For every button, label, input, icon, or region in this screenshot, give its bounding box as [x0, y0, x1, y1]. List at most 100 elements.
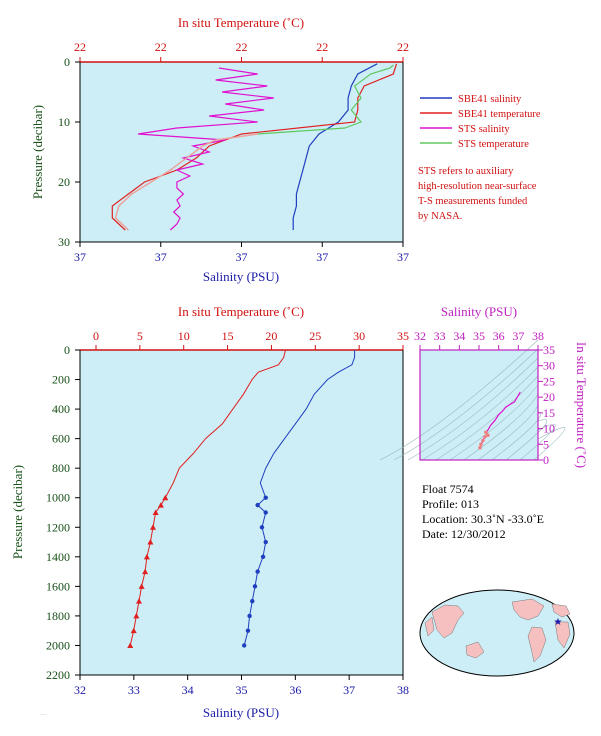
bottom-salinity-tick-label: 34: [182, 683, 194, 697]
ts-temperature-tick-label: 35: [543, 343, 555, 357]
ts-salinity-title: Salinity (PSU): [441, 304, 517, 319]
salinity-marker: [263, 510, 268, 515]
salinity-marker: [245, 628, 251, 633]
salinity-marker: [241, 643, 247, 648]
legend-label: SBE41 temperature: [458, 109, 541, 120]
top-salinity-tick-label: 37: [236, 250, 248, 264]
bottom-pressure-tick-label: 400: [52, 402, 70, 416]
temperature-marker: [162, 494, 169, 501]
salinity-marker: [247, 613, 252, 619]
bottom-pressure-tick-label: 2200: [46, 668, 70, 682]
temperature-marker: [135, 598, 142, 604]
legend-label: STS salinity: [458, 124, 510, 135]
temperature-marker: [152, 509, 159, 515]
bottom-pressure-title: Pressure (decibar): [10, 465, 25, 559]
location: Location: 30.3˚N -33.0˚E: [422, 512, 544, 526]
ts-salinity-tick-label: 36: [493, 329, 505, 343]
ts-temperature-tick-label: 0: [543, 453, 549, 467]
top-temperature-tick-label: 22: [316, 40, 328, 54]
top-salinity-tick-label: 37: [155, 250, 167, 264]
top-temperature-tick-label: 22: [155, 40, 167, 54]
ts-point: [483, 434, 487, 439]
bottom-pressure-tick-label: 1200: [46, 520, 70, 534]
ts-temperature-tick-label: 25: [543, 374, 555, 388]
isopycnal-line: [519, 423, 556, 461]
bottom-temperature-tick-label: 20: [265, 329, 277, 343]
ts-temperature-tick-label: 30: [543, 359, 555, 373]
top-pressure-tick-label: 10: [58, 115, 70, 129]
world-map: ★: [419, 589, 575, 677]
isopycnal-line: [393, 348, 539, 461]
ts-plot-area: [420, 350, 538, 460]
bottom-temperature-tick-label: 35: [397, 329, 409, 343]
salinity-marker: [260, 554, 266, 560]
isopycnal-line: [449, 384, 539, 461]
salinity-marker: [250, 598, 255, 604]
ts-salinity-tick-label: 33: [434, 329, 446, 343]
bottom-pressure-tick-label: 200: [52, 373, 70, 387]
bottom-pressure-tick-label: 2000: [46, 638, 70, 652]
float-info: Float 7574 Profile: 013 Location: 30.3˚N…: [422, 482, 544, 541]
temperature-marker: [127, 642, 134, 648]
map-land-australia: [465, 641, 485, 659]
ts-point: [479, 442, 483, 447]
top-temperature-title: In situ Temperature (˚C): [178, 15, 304, 30]
top-pressure-tick-label: 0: [64, 55, 70, 69]
bottom-pressure-tick-label: 1400: [46, 550, 70, 564]
salinity-marker: [252, 584, 258, 589]
map-land-west-edge: [424, 616, 435, 637]
near-surface-profile-chart: 22 22 22 22 22 37 37 37 37 37 0 10 20 30 In situ Te…: [30, 15, 409, 284]
bottom-pressure-tick-label: 1800: [46, 609, 70, 623]
bottom-salinity-line: [243, 350, 356, 646]
bottom-temperature-tick-label: 30: [353, 329, 365, 343]
bottom-salinity-tick-label: 35: [236, 683, 248, 697]
top-sbe41-temperature-line: [111, 63, 398, 231]
ts-temperature-title: In situ Temperature (˚C): [574, 342, 589, 468]
ts-point: [478, 445, 482, 450]
map-land-asia: [431, 604, 465, 639]
salinity-marker: [259, 525, 265, 530]
top-pressure-tick-label: 20: [58, 175, 70, 189]
temperature-marker: [138, 583, 145, 589]
salinity-marker: [255, 502, 260, 508]
isopycnal-line: [407, 357, 539, 461]
bottom-salinity-title: Salinity (PSU): [203, 705, 279, 720]
salinity-marker: [263, 539, 268, 545]
ts-salinity-tick-label: 35: [473, 329, 485, 343]
bottom-plot-area: [80, 350, 403, 675]
top-temperature-tick-label: 22: [397, 40, 409, 54]
ts-point: [486, 433, 490, 437]
map-land-europe: [551, 603, 571, 618]
bottom-temperature-tick-label: 5: [137, 329, 143, 343]
top-salinity-tick-label: 37: [316, 250, 328, 264]
ts-point: [481, 438, 485, 443]
bottom-salinity-tick-label: 36: [289, 683, 301, 697]
ts-point: [484, 430, 488, 435]
map-land-south-america: [527, 626, 547, 663]
top-salinity-title: Salinity (PSU): [203, 269, 279, 284]
note-line: T-S measurements funded: [418, 196, 528, 207]
float-id: Float 7574: [422, 482, 474, 496]
bottom-salinity-tick-label: 33: [128, 683, 140, 697]
temperature-marker: [130, 627, 137, 634]
ts-temperature-tick-label: 20: [543, 390, 555, 404]
isopycnal-line: [463, 393, 539, 461]
top-sts-salinity-line: [138, 67, 274, 231]
bottom-pressure-tick-label: 1600: [46, 579, 70, 593]
top-temperature-tick-label: 22: [74, 40, 86, 54]
note-line: by NASA.: [418, 211, 462, 222]
top-sbe41-salinity-line: [292, 63, 378, 230]
salinity-marker: [255, 569, 260, 574]
bottom-temperature-tick-label: 0: [93, 329, 99, 343]
temperature-marker: [150, 524, 157, 530]
ts-temperature-tick-label: 15: [543, 406, 555, 420]
bottom-temperature-tick-label: 15: [222, 329, 234, 343]
profile-number: Profile: 013: [422, 497, 479, 511]
isopycnal-line: [421, 366, 539, 461]
legend: SBE41 salinity SBE41 temperature STS salin…: [420, 94, 541, 150]
footer-code: ·····: [40, 712, 47, 717]
bottom-pressure-tick-label: 1000: [46, 491, 70, 505]
ts-salinity-tick-label: 37: [512, 329, 524, 343]
